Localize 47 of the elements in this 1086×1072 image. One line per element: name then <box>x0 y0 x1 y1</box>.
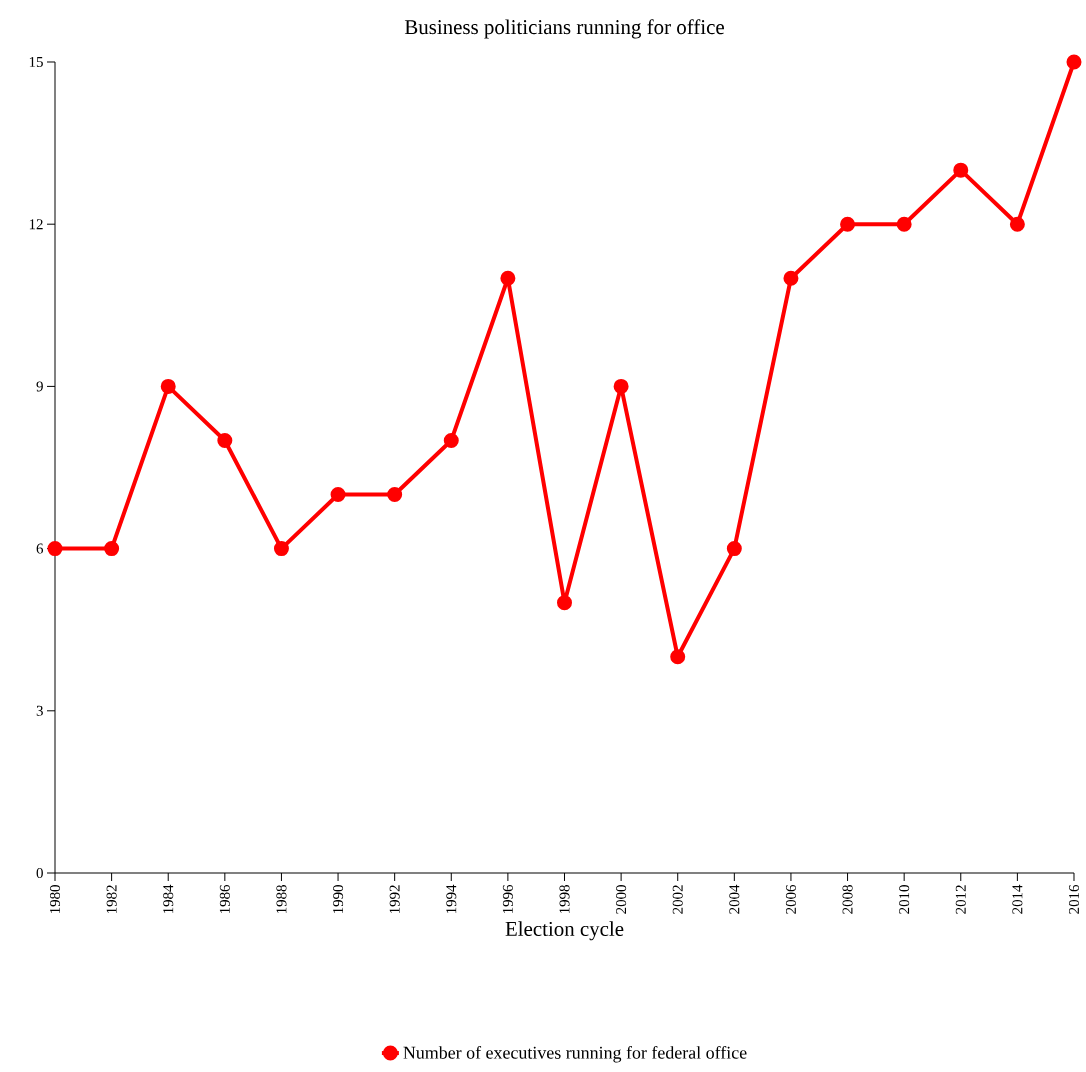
point <box>217 432 233 448</box>
point <box>613 378 629 394</box>
point <box>160 378 176 394</box>
x-tick-label: 1998 <box>559 885 570 914</box>
point <box>670 649 686 665</box>
point <box>47 541 63 557</box>
point <box>387 487 403 503</box>
x-tick-label: 1980 <box>49 885 61 914</box>
point <box>557 595 572 611</box>
x-tick-label: 2004 <box>729 884 740 914</box>
x-tick-label: 2006 <box>785 884 796 914</box>
x-tick-label: 2010 <box>899 885 910 914</box>
x-tick-label: 1992 <box>389 885 400 914</box>
x-tick-label: 1994 <box>446 884 457 914</box>
chart-title: Business politicians running for office <box>404 19 724 39</box>
point <box>783 270 799 286</box>
x-tick-label: 2016 <box>1068 884 1080 914</box>
x-tick-label: 2008 <box>842 885 853 914</box>
point <box>330 487 346 503</box>
point <box>1066 54 1082 70</box>
x-tick-label: 2002 <box>672 885 683 914</box>
x-axis-title: Election cycle <box>505 921 624 941</box>
y-tick-label: 12 <box>29 219 43 230</box>
y-tick-label: 3 <box>36 705 43 716</box>
y-tick-label: 9 <box>36 381 43 392</box>
legend-label: Number of executives running for federal office <box>403 1045 747 1063</box>
x-tick-label: 1996 <box>502 884 513 914</box>
x-tick-label: 1984 <box>163 884 174 914</box>
point <box>953 162 969 178</box>
x-tick-label: 1986 <box>219 884 230 914</box>
point <box>896 216 912 232</box>
y-tick-label: 15 <box>29 56 43 67</box>
point <box>443 432 459 448</box>
x-tick-label: 2012 <box>955 885 966 914</box>
point <box>104 541 120 557</box>
y-tick-label: 6 <box>36 543 44 554</box>
x-tick-label: 2014 <box>1012 884 1023 914</box>
x-tick-label: 1988 <box>276 885 287 914</box>
point <box>1009 216 1025 232</box>
point <box>273 541 289 557</box>
point <box>726 541 742 557</box>
x-tick-label: 2000 <box>616 885 627 914</box>
point <box>840 216 856 232</box>
x-tick-label: 1990 <box>333 885 344 914</box>
y-tick-label: 0 <box>36 867 43 879</box>
x-tick-label: 1982 <box>106 885 117 914</box>
point <box>500 270 516 286</box>
